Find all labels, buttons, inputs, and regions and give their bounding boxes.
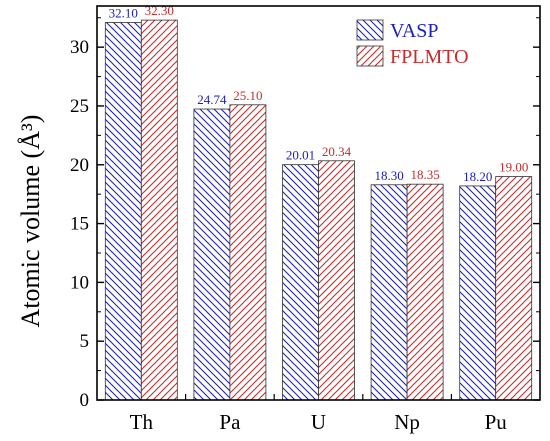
x-tick-label-th: Th xyxy=(130,410,154,434)
plot-frame xyxy=(96,5,541,401)
legend-label-vasp: VASP xyxy=(390,20,439,42)
x-tick-label-u: U xyxy=(311,410,326,434)
data-label-vasp-u: 20.01 xyxy=(286,148,315,163)
data-label-fplmto-pa: 25.10 xyxy=(233,88,262,103)
data-label-vasp-pu: 18.20 xyxy=(463,169,492,184)
bar-fplmto-u xyxy=(318,160,355,401)
y-tick-label-10: 10 xyxy=(70,272,89,293)
legend-label-fplmto: FPLMTO xyxy=(390,46,469,68)
data-label-fplmto-np: 18.35 xyxy=(410,167,439,182)
bar-fplmto-pu xyxy=(495,176,533,401)
bar-fplmto-np xyxy=(406,183,444,401)
legend-swatch-fplmto xyxy=(356,45,384,67)
x-tick-label-pa: Pa xyxy=(219,410,241,434)
data-label-fplmto-pu: 19.00 xyxy=(499,160,528,175)
bar-vasp-u xyxy=(282,164,319,401)
y-axis-label: Atomic volume (Å³) xyxy=(16,115,45,328)
bar-fplmto-pa xyxy=(229,104,267,401)
bar-fplmto-th xyxy=(140,19,178,401)
data-label-fplmto-u: 20.34 xyxy=(322,144,352,159)
bar-vasp-np xyxy=(370,184,408,401)
data-label-fplmto-th: 32.30 xyxy=(145,3,174,18)
bar-vasp-pu xyxy=(459,185,497,401)
y-tick-label-0: 0 xyxy=(80,390,90,411)
data-label-vasp-th: 32.10 xyxy=(109,5,138,20)
bar-vasp-th xyxy=(104,22,142,401)
y-tick-label-20: 20 xyxy=(70,155,89,176)
legend-swatch-vasp xyxy=(356,19,384,41)
y-tick-label-30: 30 xyxy=(70,37,89,58)
data-label-vasp-pa: 24.74 xyxy=(197,92,227,107)
y-tick-label-5: 5 xyxy=(80,331,90,352)
y-tick-label-25: 25 xyxy=(70,96,89,117)
x-tick-label-pu: Pu xyxy=(485,410,508,434)
y-tick-label-15: 15 xyxy=(70,214,89,235)
data-label-vasp-np: 18.30 xyxy=(374,168,403,183)
bar-vasp-pa xyxy=(193,108,231,401)
x-tick-label-np: Np xyxy=(394,410,420,434)
